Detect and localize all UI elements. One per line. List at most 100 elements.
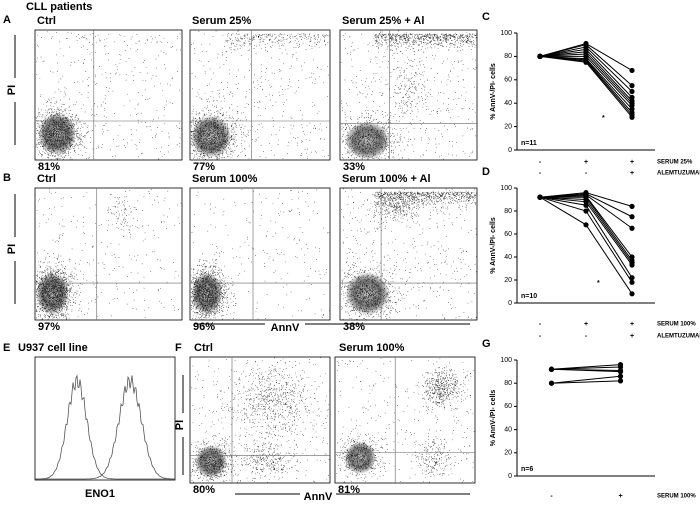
y-tick-label: 80 <box>504 208 512 215</box>
data-point <box>617 378 624 384</box>
condition-label: + <box>630 333 634 340</box>
plot-title: Ctrl <box>37 15 56 27</box>
data-point <box>583 222 589 228</box>
panel-letter: B <box>3 172 11 184</box>
cell-dots <box>35 31 182 160</box>
condition-label: - <box>585 170 588 177</box>
y-tick-label: 0 <box>508 300 512 307</box>
annotation: * <box>602 115 605 122</box>
y-tick-label: 80 <box>504 380 512 387</box>
data-point <box>583 208 589 214</box>
y-tick-label: 80 <box>504 53 512 60</box>
data-point <box>629 291 635 297</box>
y-tick-label: 0 <box>508 147 512 154</box>
y-tick-label: 100 <box>500 357 512 364</box>
data-point <box>629 67 635 74</box>
histogram-curve <box>35 374 175 480</box>
gate-percent: 77% <box>193 161 215 173</box>
axis-label: AnnV <box>304 491 333 503</box>
axis-label: AnnV <box>271 322 300 334</box>
figure-title: CLL patients <box>26 1 92 13</box>
y-tick-label: 0 <box>508 473 512 480</box>
panel-letter: G <box>482 338 491 350</box>
panel-letter: D <box>482 166 490 178</box>
y-tick-label: 40 <box>504 426 512 433</box>
gate-percent: 96% <box>193 321 215 333</box>
annotation: n=6 <box>521 466 533 473</box>
gate-percent: 80% <box>193 484 215 496</box>
plot-title: Serum 25% + Al <box>342 15 424 27</box>
data-point <box>617 369 624 375</box>
plot-title: Ctrl <box>194 342 213 354</box>
condition-label: + <box>618 493 622 500</box>
plot-frame <box>34 356 176 481</box>
condition-name: SERUM 100% <box>657 494 696 500</box>
patient-line <box>551 368 621 373</box>
y-tick-label: 20 <box>504 277 512 284</box>
patient-line <box>551 380 621 384</box>
plot-title: Ctrl <box>37 173 56 185</box>
condition-label: - <box>550 493 553 500</box>
panel-letter: F <box>175 342 182 354</box>
patient-line <box>551 366 621 370</box>
cell-dots <box>336 357 475 483</box>
axis-label: PI <box>174 420 186 430</box>
y-axis-label: % AnnV-/PI- cells <box>490 217 497 274</box>
annotation: n=10 <box>521 293 537 300</box>
condition-label: + <box>630 321 634 328</box>
y-tick-label: 40 <box>504 100 512 107</box>
panel-letter: A <box>3 14 11 26</box>
data-point <box>629 262 635 268</box>
data-point <box>537 53 543 60</box>
axis-label: PI <box>6 85 18 95</box>
condition-name: SERUM 100% <box>657 322 696 328</box>
patient-line <box>551 375 621 384</box>
y-tick-label: 60 <box>504 403 512 410</box>
condition-label: - <box>539 333 542 340</box>
data-point <box>629 214 635 220</box>
panel-letter: E <box>3 342 10 354</box>
data-point <box>548 366 555 372</box>
histogram-title: U937 cell line <box>18 342 88 354</box>
plot-title: Serum 100% + Al <box>342 173 431 185</box>
histogram-curve <box>35 375 175 480</box>
condition-name: SERUM 25% <box>657 160 693 166</box>
annotation: n=11 <box>521 140 537 147</box>
annotation: * <box>597 280 600 287</box>
data-point <box>583 59 589 65</box>
gate-percent: 38% <box>343 321 365 333</box>
gate-percent: 33% <box>343 161 365 173</box>
plot-title: Serum 100% <box>339 342 405 354</box>
data-point <box>629 275 635 281</box>
axis-label: ENO1 <box>85 488 115 500</box>
dense-population <box>195 445 227 478</box>
data-point <box>629 225 635 231</box>
y-tick-label: 40 <box>504 254 512 261</box>
data-point <box>629 83 635 89</box>
data-point <box>629 203 635 209</box>
gate-percent: 81% <box>38 161 60 173</box>
axis-label: PI <box>6 244 18 254</box>
condition-label: - <box>539 159 542 166</box>
data-point <box>617 373 624 379</box>
gate-percent: 81% <box>338 484 360 496</box>
y-axis-label: % AnnV-/PI- cells <box>490 63 497 120</box>
data-point <box>629 88 635 95</box>
cell-dots <box>341 188 477 320</box>
condition-label: + <box>630 170 634 177</box>
condition-label: + <box>630 159 634 166</box>
condition-label: - <box>539 321 542 328</box>
cell-dots <box>35 188 182 320</box>
y-tick-label: 60 <box>504 231 512 238</box>
data-point <box>548 380 555 386</box>
cell-dots <box>340 30 477 160</box>
condition-name: ALEMTUZUMAB <box>657 334 700 340</box>
data-point <box>537 194 543 200</box>
cell-dots <box>190 30 330 160</box>
condition-label: + <box>584 159 588 166</box>
y-tick-label: 100 <box>500 185 512 192</box>
condition-name: ALEMTUZUMAB <box>657 171 700 177</box>
y-tick-label: 100 <box>500 30 512 37</box>
panel-letter: C <box>482 11 490 23</box>
